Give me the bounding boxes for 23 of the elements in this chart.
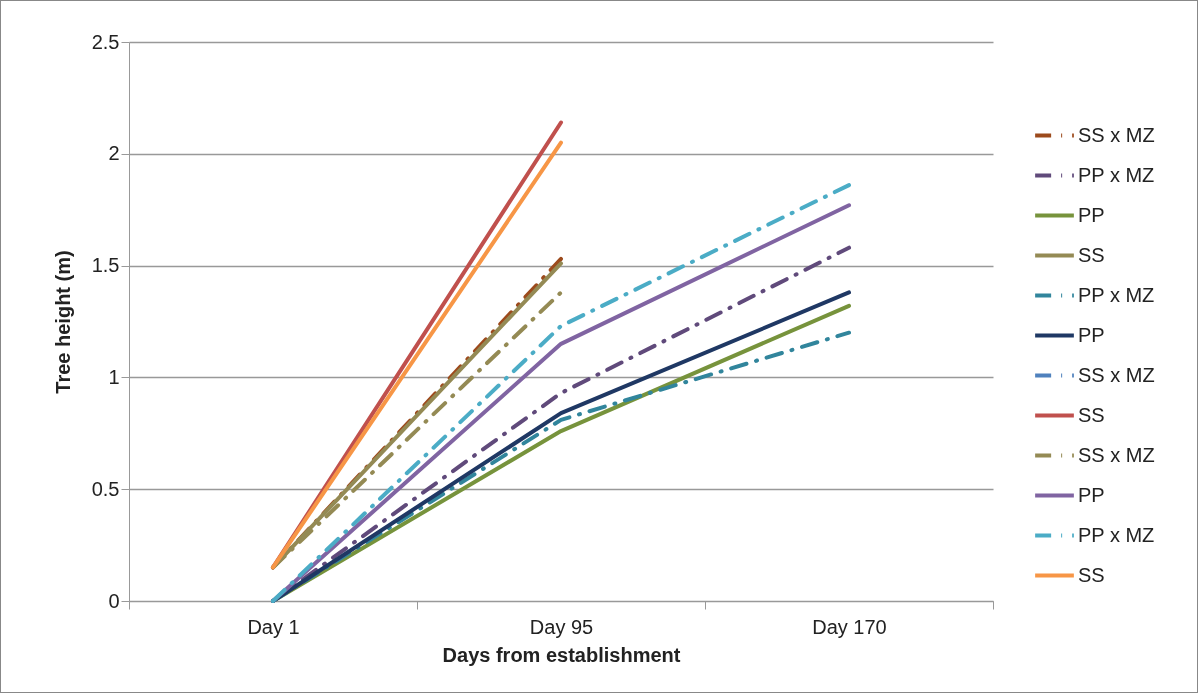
y-tick-label: 2 [108,142,120,165]
legend-label: SS [1078,243,1105,266]
legend-label: PP x MZ [1078,163,1155,186]
x-tick-label: Day 170 [812,615,887,638]
legend-label: PP [1078,483,1105,506]
x-tick-label: Day 95 [529,615,594,638]
y-tick-label: 2.5 [91,30,120,53]
y-tick-label: 0.5 [91,477,120,500]
x-axis-title: Days from establishment [442,643,681,666]
legend-label: PP [1078,323,1105,346]
legend-label: PP x MZ [1078,523,1155,546]
legend-label: PP x MZ [1078,283,1155,306]
legend-label: SS [1078,563,1105,586]
legend-label: SS x MZ [1078,123,1155,146]
y-tick-label: 1 [108,365,120,388]
x-tick-label: Day 1 [247,615,300,638]
y-axis-title: Tree height (m) [51,250,74,394]
legend-label: SS [1078,403,1105,426]
legend-label: SS x MZ [1078,443,1155,466]
legend-label: SS x MZ [1078,363,1155,386]
legend-label: PP [1078,203,1105,226]
y-tick-label: 0 [108,589,120,612]
y-tick-label: 1.5 [91,254,120,277]
